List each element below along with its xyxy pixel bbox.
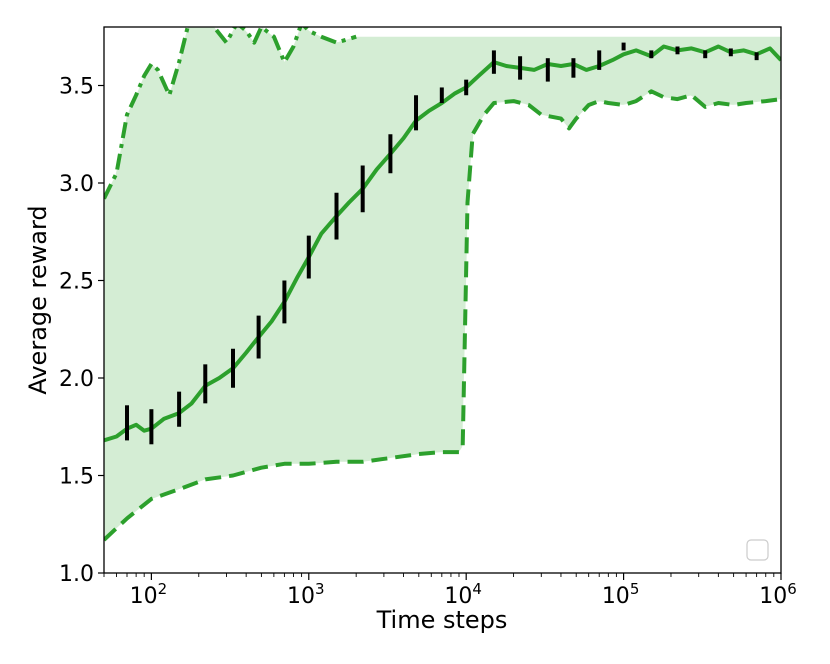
mean-line: [104, 44, 781, 443]
axis-ticks: 1.0 1.5 2.0 2.5 3.0 3.5 102 103 104 105 106: [59, 75, 797, 610]
x-tick-label: 106: [759, 580, 797, 609]
upper-line: [104, 27, 357, 200]
lower-line: [104, 89, 781, 542]
y-tick-label: 2.0: [59, 367, 94, 392]
y-tick-label: 1.5: [59, 465, 94, 490]
x-axis-label: Time steps: [376, 606, 508, 634]
x-tick-label: 104: [444, 580, 482, 609]
y-tick-label: 1.0: [59, 562, 94, 587]
band-fill: [104, 27, 781, 540]
y-tick-label: 3.0: [59, 172, 94, 197]
plot-area: [104, 27, 781, 542]
legend-box: [746, 539, 769, 561]
plot-frame: [103, 26, 782, 574]
x-tick-label: 105: [602, 580, 640, 609]
y-axis-label: Average reward: [24, 205, 52, 394]
y-tick-label: 2.5: [59, 270, 94, 295]
x-tick-label: 102: [130, 580, 168, 609]
y-tick-label: 3.5: [59, 75, 94, 100]
x-tick-label: 103: [287, 580, 325, 609]
